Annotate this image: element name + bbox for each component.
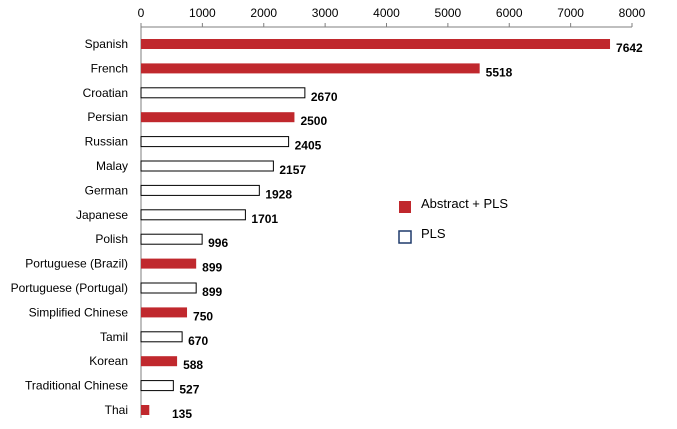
bar-portuguese-brazil — [141, 258, 197, 269]
category-label: Simplified Chinese — [29, 305, 129, 319]
category-label: Croatian — [83, 86, 128, 100]
value-label: 588 — [183, 358, 203, 372]
value-label: 5518 — [486, 65, 513, 79]
category-label: Russian — [85, 135, 128, 149]
category-label: Persian — [87, 110, 128, 124]
value-label: 670 — [188, 334, 208, 348]
legend-label: PLS — [421, 226, 446, 241]
x-tick-label: 4000 — [373, 6, 400, 20]
category-label: Polish — [95, 232, 128, 246]
legend-swatch — [398, 230, 412, 244]
bar-spanish — [141, 39, 611, 49]
category-label: French — [91, 61, 128, 75]
value-label: 996 — [208, 236, 228, 250]
bar-portuguese-portugal — [140, 282, 197, 294]
value-label: 899 — [202, 285, 222, 299]
bar-japanese — [140, 209, 246, 221]
value-label: 2670 — [311, 90, 338, 104]
value-label: 7642 — [616, 41, 643, 55]
bar-polish — [140, 233, 203, 245]
bar-russian — [140, 136, 290, 148]
bars — [140, 39, 611, 415]
bar-french — [141, 63, 480, 74]
category-label: Portuguese (Portugal) — [11, 281, 128, 295]
x-tick-label: 0 — [138, 6, 145, 20]
legend-label: Abstract + PLS — [421, 196, 508, 211]
bar-simplified-chinese — [141, 307, 188, 318]
bar-tamil — [140, 331, 183, 343]
category-label: Traditional Chinese — [25, 379, 128, 393]
x-tick-label: 8000 — [619, 6, 646, 20]
x-tick-label: 3000 — [312, 6, 339, 20]
bar-croatian — [140, 87, 306, 99]
bar-korean — [141, 356, 178, 367]
value-label: 1928 — [265, 187, 292, 201]
category-label: Malay — [96, 159, 128, 173]
category-label: Thai — [105, 403, 128, 417]
legend: Abstract + PLS PLS — [398, 196, 508, 244]
category-label: German — [85, 183, 128, 197]
value-label: 899 — [202, 261, 222, 275]
value-label: 1701 — [251, 212, 278, 226]
x-tick-label: 5000 — [435, 6, 462, 20]
bar-traditional-chinese — [140, 380, 174, 392]
x-axis: 0 1000 2000 3000 4000 5000 6000 7000 8000 — [138, 6, 646, 418]
value-label: 2157 — [279, 163, 306, 177]
category-label: Tamil — [100, 330, 128, 344]
x-tick-label: 2000 — [250, 6, 277, 20]
bar-german — [140, 184, 260, 196]
bar-persian — [141, 112, 295, 123]
category-label: Korean — [89, 354, 128, 368]
category-label: Portuguese (Brazil) — [25, 257, 128, 271]
value-label: 2500 — [300, 114, 327, 128]
value-label: 2405 — [295, 139, 322, 153]
value-labels: 7642 5518 2670 2500 2405 2157 1928 1701 996 899 89… — [172, 41, 643, 421]
x-tick-label: 6000 — [496, 6, 523, 20]
category-label: Japanese — [76, 208, 128, 222]
value-label: 527 — [179, 383, 199, 397]
x-tick-label: 1000 — [189, 6, 216, 20]
category-label: Spanish — [85, 37, 128, 51]
bar-thai — [141, 405, 150, 415]
x-tick-label: 7000 — [557, 6, 584, 20]
category-labels: Spanish French Croatian Persian Russian Malay… — [11, 37, 129, 417]
bar-malay — [140, 160, 274, 172]
value-label: 135 — [172, 407, 192, 421]
legend-swatch — [399, 201, 411, 213]
value-label: 750 — [193, 309, 213, 323]
